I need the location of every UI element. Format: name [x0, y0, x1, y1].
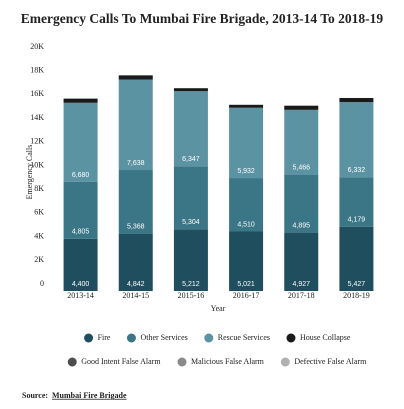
- y-tick-label: 12K: [30, 137, 44, 146]
- x-tick-label: 2014-15: [122, 291, 149, 300]
- value-label: 6,332: [348, 167, 366, 174]
- value-label: 4,842: [127, 281, 145, 288]
- legend-marker: [84, 333, 94, 343]
- bar-segment: [229, 107, 264, 179]
- x-tick-label: 2017-18: [288, 291, 315, 300]
- bar-segment: [284, 232, 319, 291]
- legend-label: Other Services: [140, 333, 187, 342]
- value-label: 4,510: [237, 221, 255, 228]
- legend-marker: [286, 333, 296, 343]
- bar-segment: [229, 231, 264, 291]
- bar-segment: [339, 97, 374, 103]
- y-tick-label: 16K: [30, 89, 44, 98]
- value-label: 5,212: [182, 281, 200, 288]
- y-axis-label: Emergency Calls: [25, 145, 34, 200]
- y-tick-label: 18K: [30, 66, 44, 75]
- bar-segment: [118, 170, 153, 234]
- x-tick-label: 2018-19: [343, 291, 370, 300]
- legend-label: Good Intent False Alarm: [81, 357, 161, 366]
- bar-segment: [118, 233, 153, 291]
- y-tick-label: 14K: [30, 113, 44, 122]
- value-label: 4,895: [292, 222, 310, 229]
- chart-title: Emergency Calls To Mumbai Fire Brigade, …: [21, 11, 384, 26]
- value-label: 4,400: [72, 281, 90, 288]
- value-label: 5,466: [292, 164, 310, 171]
- value-label: 7,638: [127, 160, 145, 167]
- legend-marker: [126, 333, 136, 343]
- y-tick-label: 6K: [34, 208, 44, 217]
- bar-segment: [173, 166, 208, 230]
- bar-segment: [284, 109, 319, 175]
- y-tick-label: 4K: [34, 231, 44, 240]
- legend-label: Malicious False Alarm: [191, 357, 265, 366]
- bar-segment: [229, 104, 264, 108]
- y-tick-label: 20K: [30, 42, 44, 51]
- value-label: 5,304: [182, 219, 200, 226]
- bar-segment: [173, 91, 208, 167]
- y-tick-label: 0: [40, 279, 44, 288]
- bar-segment: [284, 105, 319, 110]
- y-tick-label: 10K: [30, 160, 44, 169]
- bar-segment: [339, 102, 374, 178]
- value-label: 5,021: [237, 281, 255, 288]
- value-label: 4,805: [72, 229, 90, 236]
- y-tick-label: 8K: [34, 184, 44, 193]
- x-tick-label: 2015-16: [178, 291, 205, 300]
- source-link[interactable]: Mumbai Fire Brigade: [52, 391, 127, 400]
- y-tick-label: 2K: [34, 255, 44, 264]
- value-label: 6,680: [72, 172, 90, 179]
- bar-segment: [63, 98, 98, 103]
- legend-marker: [177, 357, 187, 367]
- legend-label: Defective False Alarm: [294, 357, 367, 366]
- value-label: 5,932: [237, 168, 255, 175]
- value-label: 4,179: [348, 217, 366, 224]
- value-label: 5,427: [348, 281, 366, 288]
- legend-marker: [204, 333, 214, 343]
- value-label: 6,347: [182, 156, 200, 163]
- legend-marker: [67, 357, 77, 367]
- value-label: 4,927: [292, 281, 310, 288]
- bar-segment: [63, 238, 98, 291]
- x-tick-label: 2013-14: [67, 291, 94, 300]
- bar-segment: [339, 177, 374, 227]
- bar-segment: [173, 88, 208, 92]
- bar-segment: [284, 174, 319, 233]
- x-axis-label: Year: [211, 304, 226, 313]
- bar-segment: [118, 75, 153, 80]
- source-label: Source:: [22, 391, 48, 400]
- bar-segment: [63, 102, 98, 182]
- x-tick-label: 2016-17: [233, 291, 260, 300]
- legend-label: Rescue Services: [218, 333, 270, 342]
- bar-segment: [118, 79, 153, 171]
- bar-segment: [339, 226, 374, 291]
- bar-segment: [229, 178, 264, 232]
- bar-segment: [63, 181, 98, 239]
- legend-marker: [280, 357, 290, 367]
- legend-label: Fire: [98, 333, 111, 342]
- value-label: 5,368: [127, 223, 145, 230]
- legend-label: House Collapse: [300, 333, 351, 342]
- bar-segment: [173, 229, 208, 291]
